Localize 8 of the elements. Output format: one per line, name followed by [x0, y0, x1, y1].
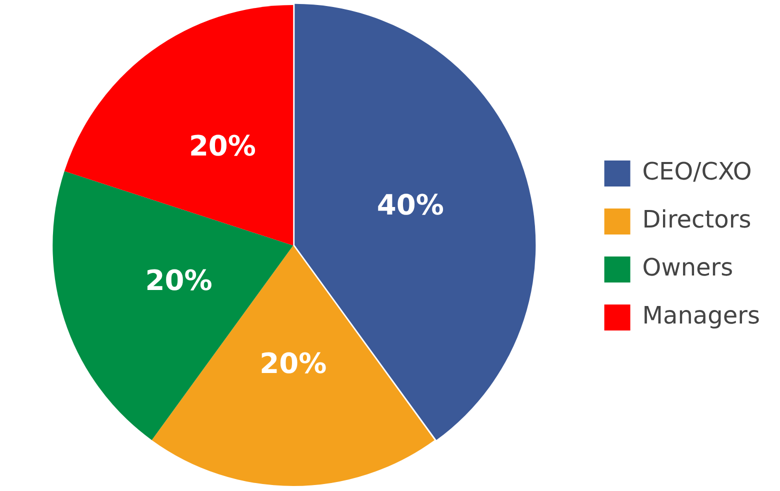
legend-label: Managers — [642, 302, 760, 330]
data-label: 20% — [188, 129, 256, 162]
data-label: 20% — [145, 264, 212, 297]
data-label: 20% — [260, 347, 327, 380]
legend-label: CEO/CXO — [642, 158, 752, 186]
legend-label: Owners — [642, 254, 734, 282]
data-label: 40% — [376, 188, 444, 222]
legend-label: Directors — [642, 206, 752, 234]
